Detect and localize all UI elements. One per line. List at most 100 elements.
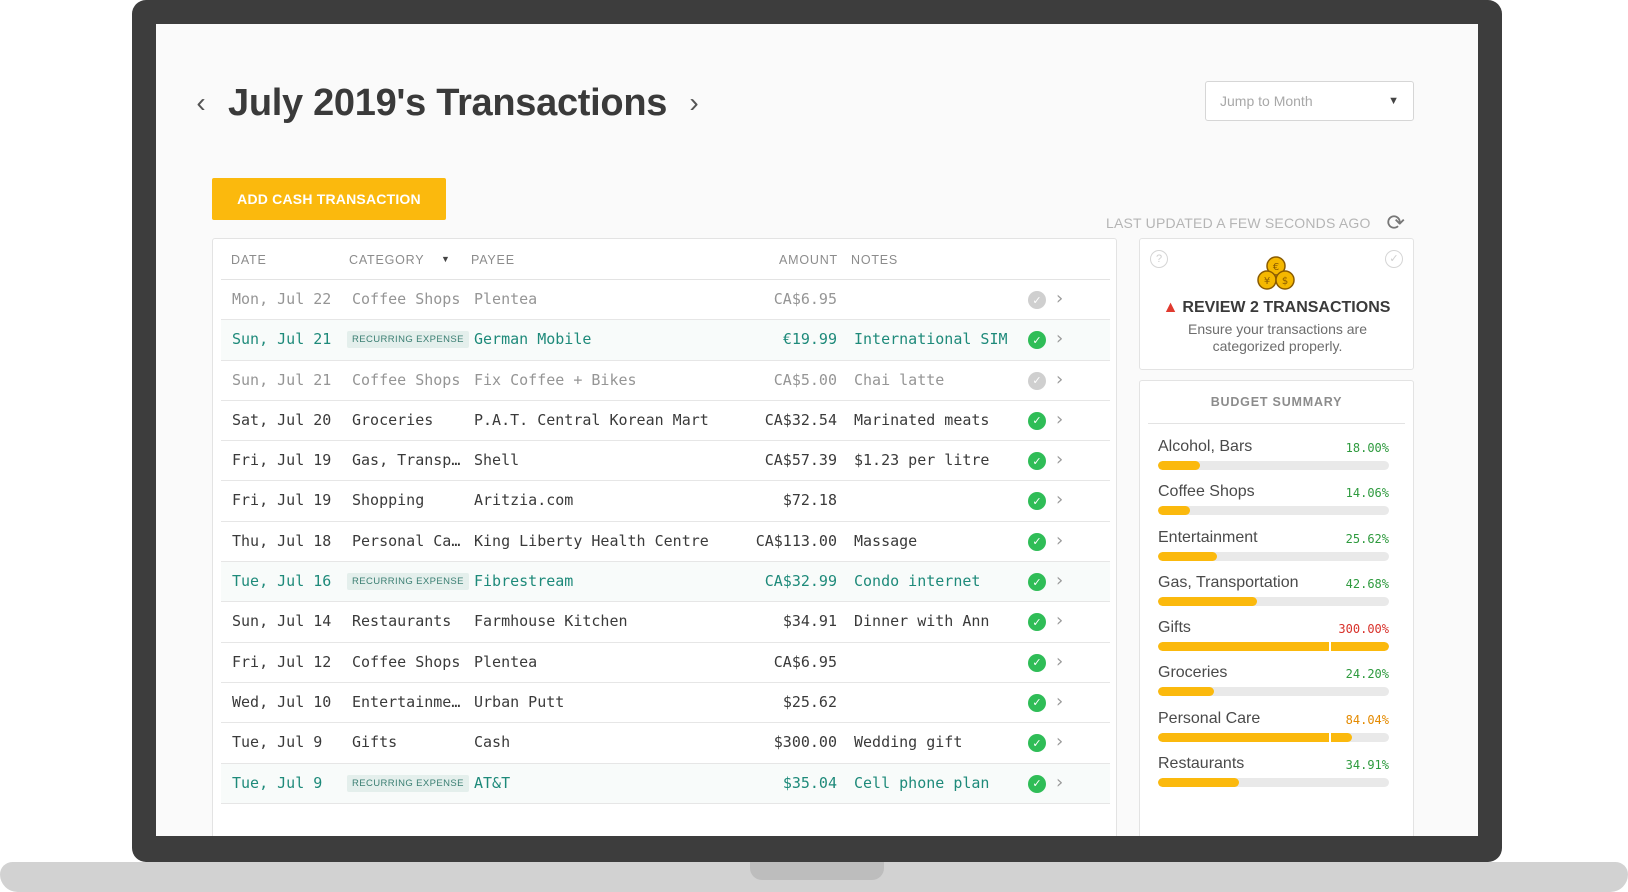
table-row[interactable]: Fri, Jul 12 Coffee Shops Plentea CA$6.95 ✓ › xyxy=(221,643,1110,683)
budget-item[interactable]: Gas, Transportation 42.68% xyxy=(1158,574,1389,619)
table-row[interactable]: Wed, Jul 10 Entertainme… Urban Putt $25.62 ✓… xyxy=(221,683,1110,724)
budget-percent: 24.20% xyxy=(1345,667,1389,682)
reviewed-check-icon[interactable]: ✓ xyxy=(1028,734,1046,753)
reviewed-check-icon[interactable]: ✓ xyxy=(1028,653,1046,672)
row-category[interactable]: Coffee Shops xyxy=(352,652,461,671)
column-header-category[interactable]: CATEGORY xyxy=(349,253,425,267)
row-category[interactable]: Shopping xyxy=(352,491,425,510)
chevron-right-icon[interactable]: › xyxy=(1056,368,1064,390)
table-row[interactable]: Sun, Jul 14 Restaurants Farmhouse Kitchen $… xyxy=(221,602,1110,643)
table-row[interactable]: Tue, Jul 9 Gifts Cash $300.00 Wedding gift ✓ › xyxy=(221,723,1110,764)
row-amount: CA$6.95 xyxy=(773,290,837,308)
budget-percent: 18.00% xyxy=(1345,441,1389,455)
chevron-right-icon[interactable]: › xyxy=(1056,288,1064,309)
add-cash-transaction-button[interactable]: ADD CASH TRANSACTION xyxy=(212,178,446,220)
row-category[interactable]: Entertainme… xyxy=(352,692,461,711)
table-row[interactable]: Thu, Jul 18 Personal Ca… King Liberty Heal… xyxy=(221,522,1110,563)
chevron-right-icon[interactable]: › xyxy=(689,87,699,118)
row-notes: Condo internet xyxy=(854,572,981,591)
jump-to-month-select[interactable]: Jump to Month ▼ xyxy=(1205,81,1414,121)
budget-category-name: Restaurants xyxy=(1158,755,1245,773)
pending-check-icon[interactable]: ✓ xyxy=(1028,291,1046,309)
row-notes: International SIM xyxy=(854,330,1008,349)
chevron-right-icon[interactable]: › xyxy=(1056,449,1064,471)
table-row[interactable]: Sun, Jul 21 RECURRING EXPENSE German Mobil… xyxy=(221,320,1110,361)
chevron-right-icon[interactable]: › xyxy=(1056,650,1064,672)
caret-down-icon: ▼ xyxy=(1388,95,1399,107)
table-body: Mon, Jul 22 Coffee Shops Plentea CA$6.95 ✓ › S… xyxy=(221,280,1110,804)
budget-item[interactable]: Restaurants 34.91% xyxy=(1158,755,1389,800)
table-row[interactable]: Sat, Jul 20 Groceries P.A.T. Central Korea… xyxy=(221,401,1110,442)
chevron-right-icon[interactable]: › xyxy=(1056,328,1064,350)
reviewed-check-icon[interactable]: ✓ xyxy=(1028,411,1046,430)
budget-category-name: Coffee Shops xyxy=(1158,483,1255,501)
table-row[interactable]: Mon, Jul 22 Coffee Shops Plentea CA$6.95 ✓ › xyxy=(221,280,1110,321)
budget-item[interactable]: Gifts 300.00% xyxy=(1158,619,1389,664)
reviewed-check-icon[interactable]: ✓ xyxy=(1028,613,1046,632)
table-row[interactable]: Fri, Jul 19 Shopping Aritzia.com $72.18 ✓ › xyxy=(221,481,1110,522)
chevron-right-icon[interactable]: › xyxy=(1056,690,1064,712)
reviewed-check-icon[interactable]: ✓ xyxy=(1028,492,1046,511)
budget-item[interactable]: Groceries 24.20% xyxy=(1158,664,1389,709)
column-header-notes[interactable]: NOTES xyxy=(851,253,899,267)
row-category[interactable]: Groceries xyxy=(352,410,434,429)
table-row[interactable]: Fri, Jul 19 Gas, Transp… Shell CA$57.39 $1.2… xyxy=(221,441,1110,482)
budget-item[interactable]: Entertainment 25.62% xyxy=(1158,529,1389,574)
refresh-icon[interactable]: ⟳ xyxy=(1386,210,1406,235)
row-payee: Cash xyxy=(474,733,511,752)
pending-check-icon[interactable]: ✓ xyxy=(1028,371,1046,390)
last-updated-status: LAST UPDATED A FEW SECONDS AGO ⟳ xyxy=(1106,212,1405,234)
budget-category-name: Alcohol, Bars xyxy=(1158,438,1253,455)
chevron-right-icon[interactable]: › xyxy=(1056,731,1064,753)
check-circle-outline-icon[interactable]: ✓ xyxy=(1385,250,1403,268)
row-category[interactable]: Gifts xyxy=(352,733,398,752)
row-payee: King Liberty Health Centre xyxy=(474,531,709,550)
row-category[interactable]: Restaurants xyxy=(352,612,452,631)
svg-text:¥: ¥ xyxy=(1264,276,1270,287)
review-subtitle: Ensure your transactions are categorized… xyxy=(1188,321,1367,354)
budget-item[interactable]: Personal Care 84.04% xyxy=(1158,710,1389,755)
chevron-right-icon[interactable]: › xyxy=(1056,489,1064,511)
chevron-right-icon[interactable]: › xyxy=(1056,529,1064,551)
budget-percent: 14.06% xyxy=(1345,486,1389,501)
chevron-right-icon[interactable]: › xyxy=(1056,771,1064,793)
question-circle-icon[interactable]: ? xyxy=(1150,250,1168,268)
budget-item[interactable]: Alcohol, Bars 18.00% xyxy=(1158,438,1389,483)
row-date: Fri, Jul 12 xyxy=(232,652,332,671)
sort-caret-icon[interactable]: ▼ xyxy=(441,254,451,264)
row-payee: German Mobile xyxy=(474,330,592,349)
row-category[interactable]: Coffee Shops xyxy=(352,290,461,308)
row-notes: Cell phone plan xyxy=(854,773,990,792)
budget-progress-track xyxy=(1158,687,1389,697)
review-transactions-card[interactable]: ? ✓ € ¥ $ ▲ REVIEW 2 TRANSACTIONS Ensure … xyxy=(1139,238,1414,370)
row-payee: Aritzia.com xyxy=(474,491,574,510)
column-header-date[interactable]: DATE xyxy=(231,253,267,267)
table-row[interactable]: Sun, Jul 21 Coffee Shops Fix Coffee + Bike… xyxy=(221,361,1110,401)
budget-category-name: Gas, Transportation xyxy=(1158,573,1299,591)
chevron-right-icon[interactable]: › xyxy=(1056,408,1064,430)
budget-progress-track xyxy=(1158,778,1389,788)
reviewed-check-icon[interactable]: ✓ xyxy=(1028,774,1046,793)
column-header-amount[interactable]: AMOUNT xyxy=(779,253,838,267)
column-header-payee[interactable]: PAYEE xyxy=(471,253,515,267)
chevron-right-icon[interactable]: › xyxy=(1056,570,1064,592)
reviewed-check-icon[interactable]: ✓ xyxy=(1028,532,1046,551)
budget-item[interactable]: Coffee Shops 14.06% xyxy=(1158,483,1389,528)
row-category[interactable]: Coffee Shops xyxy=(352,370,461,389)
budget-progress-track xyxy=(1158,732,1389,742)
reviewed-check-icon[interactable]: ✓ xyxy=(1028,452,1046,471)
table-row[interactable]: Tue, Jul 9 RECURRING EXPENSE AT&T $35.04 Cel… xyxy=(221,763,1110,804)
row-category[interactable]: Personal Ca… xyxy=(352,531,461,550)
reviewed-check-icon[interactable]: ✓ xyxy=(1028,331,1046,350)
row-category[interactable]: Gas, Transp… xyxy=(352,451,461,470)
table-row[interactable]: Tue, Jul 16 RECURRING EXPENSE Fibrestream C… xyxy=(221,562,1110,603)
budget-percent: 84.04% xyxy=(1345,712,1389,727)
jump-to-month-placeholder: Jump to Month xyxy=(1220,93,1313,109)
chevron-left-icon[interactable]: ‹ xyxy=(196,87,206,118)
reviewed-check-icon[interactable]: ✓ xyxy=(1028,693,1046,712)
chevron-right-icon[interactable]: › xyxy=(1056,610,1064,632)
row-notes: Massage xyxy=(854,531,918,550)
row-payee: P.A.T. Central Korean Mart xyxy=(474,410,709,429)
reviewed-check-icon[interactable]: ✓ xyxy=(1028,573,1046,592)
row-notes: Marinated meats xyxy=(854,410,990,429)
